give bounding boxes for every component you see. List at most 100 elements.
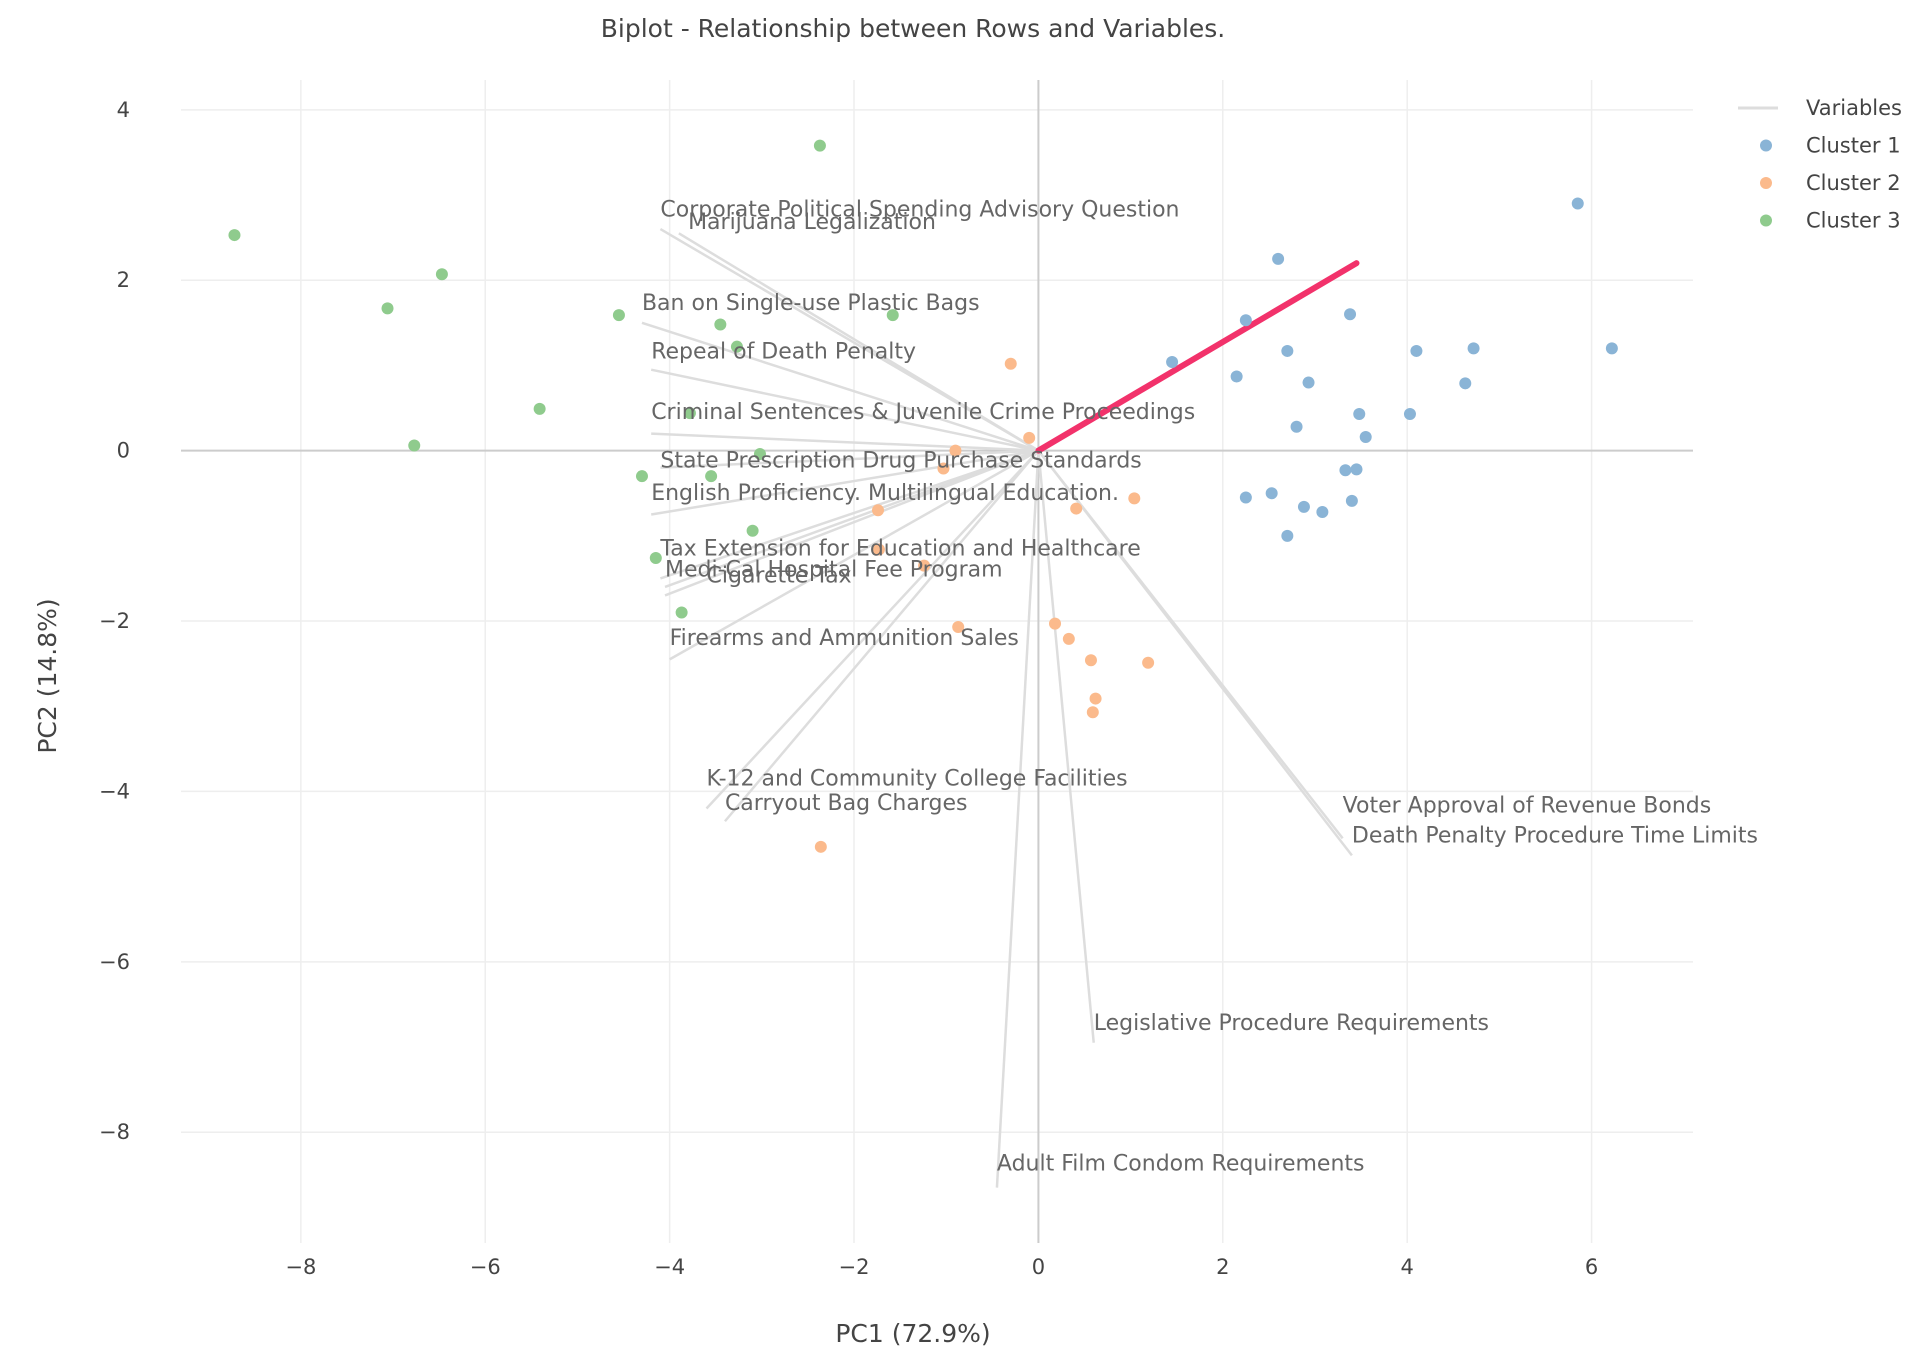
cluster-point[interactable] <box>1605 342 1618 355</box>
cluster-point[interactable] <box>1239 491 1252 504</box>
cluster-point[interactable] <box>435 268 448 281</box>
legend-label: Cluster 1 <box>1806 134 1901 158</box>
variable-label: Carryout Bag Charges <box>725 791 968 816</box>
cluster-point[interactable] <box>1359 430 1372 443</box>
cluster-point[interactable] <box>1062 632 1075 645</box>
cluster-point[interactable] <box>1128 492 1141 505</box>
variable-label: Corporate Political Spending Advisory Qu… <box>660 197 1179 222</box>
cluster-point[interactable] <box>1004 357 1017 370</box>
legend[interactable]: Variables Cluster 1 Cluster 2 Cluster 3 <box>1738 96 1902 233</box>
cluster-point[interactable] <box>1166 356 1179 369</box>
variable-label: Cigarette Tax <box>707 564 852 589</box>
cluster-point[interactable] <box>1353 407 1366 420</box>
variable-label: Firearms and Ammunition Sales <box>670 626 1019 651</box>
cluster-point[interactable] <box>1345 494 1358 507</box>
cluster-point[interactable] <box>813 139 826 152</box>
legend-label: Cluster 3 <box>1806 209 1901 233</box>
cluster-point[interactable] <box>635 470 648 483</box>
cluster-point[interactable] <box>746 524 759 537</box>
cluster-point[interactable] <box>533 402 546 415</box>
y-tick-label: −8 <box>99 1120 130 1144</box>
cluster-point[interactable] <box>1230 370 1243 383</box>
cluster-point[interactable] <box>1084 654 1097 667</box>
cluster-point[interactable] <box>1571 197 1584 210</box>
cluster-point[interactable] <box>1297 500 1310 513</box>
cluster-point[interactable] <box>228 229 241 242</box>
cluster-point[interactable] <box>1089 692 1102 705</box>
cluster-point[interactable] <box>1350 463 1363 476</box>
cluster-point[interactable] <box>1281 344 1294 357</box>
x-tick-label: −6 <box>470 1255 501 1279</box>
cluster-point[interactable] <box>1239 314 1252 327</box>
cluster-point[interactable] <box>675 606 688 619</box>
cluster-point[interactable] <box>730 340 743 353</box>
variable-vector <box>705 449 1040 810</box>
cluster-point[interactable] <box>612 309 625 322</box>
y-axis-title: PC2 (14.8%) <box>33 598 62 753</box>
variable-vector <box>650 449 1039 516</box>
grid-lines <box>181 80 1693 1243</box>
cluster-point[interactable] <box>1070 502 1083 515</box>
y-tick-label: 4 <box>117 98 130 122</box>
highlight-vector-group <box>1035 260 1360 454</box>
cluster-point[interactable] <box>952 620 965 633</box>
zero-lines <box>181 80 1693 1243</box>
cluster-point[interactable] <box>381 302 394 315</box>
cluster-point[interactable] <box>408 439 421 452</box>
cluster-point[interactable] <box>753 448 766 461</box>
x-tick-label: −4 <box>654 1255 685 1279</box>
variable-vector <box>995 450 1040 1188</box>
cluster-point[interactable] <box>683 407 696 420</box>
cluster-point[interactable] <box>1467 342 1480 355</box>
cluster-point[interactable] <box>1023 431 1036 444</box>
cluster-point[interactable] <box>1410 344 1423 357</box>
legend-item[interactable]: Cluster 3 <box>1760 209 1901 233</box>
x-axis-title: PC1 (72.9%) <box>835 1319 990 1348</box>
cluster-point[interactable] <box>949 444 962 457</box>
cluster-point[interactable] <box>886 309 899 322</box>
cluster-point[interactable] <box>1281 529 1294 542</box>
cluster-point[interactable] <box>649 551 662 564</box>
cluster-point[interactable] <box>871 504 884 517</box>
y-axis-ticks: 4 2 0 −2 −4 −6 −8 <box>99 98 130 1144</box>
cluster-point[interactable] <box>1403 407 1416 420</box>
cluster-point[interactable] <box>918 559 931 572</box>
cluster-point[interactable] <box>1290 420 1303 433</box>
variable-vector <box>660 449 1039 469</box>
legend-item[interactable]: Cluster 1 <box>1760 134 1901 158</box>
variable-label: K-12 and Community College Facilities <box>707 766 1128 791</box>
cluster-point[interactable] <box>1316 505 1329 518</box>
cluster-points <box>228 139 1618 853</box>
x-axis-ticks: −8 −6 −4 −2 0 2 4 6 <box>285 1255 1598 1279</box>
cluster-point[interactable] <box>1344 308 1357 321</box>
x-tick-label: −8 <box>285 1255 316 1279</box>
variable-vectors <box>641 228 1353 1188</box>
legend-marker-swatch <box>1760 214 1772 227</box>
cluster-point[interactable] <box>1339 464 1352 477</box>
cluster-point[interactable] <box>1265 487 1278 500</box>
variable-vector <box>669 449 1040 661</box>
cluster-point[interactable] <box>937 462 950 475</box>
legend-marker-swatch <box>1760 139 1772 152</box>
variable-label: English Proficiency. Multilingual Educat… <box>651 481 1119 506</box>
legend-label: Cluster 2 <box>1806 171 1901 195</box>
cluster-point[interactable] <box>1049 617 1062 630</box>
variable-vector <box>723 449 1040 823</box>
cluster-point[interactable] <box>1302 376 1315 389</box>
cluster-point[interactable] <box>1459 377 1472 390</box>
highlight-vector <box>1035 260 1360 454</box>
x-tick-label: −2 <box>839 1255 870 1279</box>
variable-vector <box>641 321 1039 452</box>
cluster-point[interactable] <box>1086 706 1099 719</box>
cluster-point[interactable] <box>714 318 727 331</box>
legend-item[interactable]: Variables <box>1738 96 1902 120</box>
cluster-point[interactable] <box>814 840 827 853</box>
legend-item[interactable]: Cluster 2 <box>1760 171 1901 195</box>
cluster-point[interactable] <box>1272 252 1285 265</box>
x-tick-label: 0 <box>1032 1255 1045 1279</box>
cluster-point[interactable] <box>872 543 885 556</box>
cluster-point[interactable] <box>705 470 718 483</box>
cluster-point[interactable] <box>1142 656 1155 669</box>
x-tick-label: 6 <box>1585 1255 1598 1279</box>
